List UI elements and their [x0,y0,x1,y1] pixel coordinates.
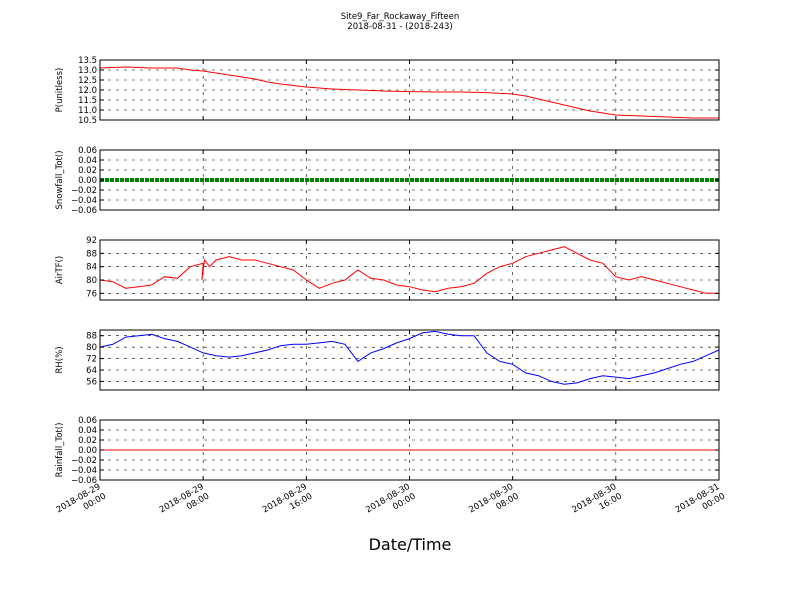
y-tick-label: 13.0 [78,66,97,76]
series-line [99,330,720,385]
series-line [99,66,719,119]
y-tick-label: 88 [86,332,97,342]
panel-2: −0.06−0.04−0.020.000.020.040.06 Snowfall_… [55,146,720,216]
series-line [99,246,719,294]
y-tick-label: −0.02 [71,456,97,466]
y-tick-label: 0.04 [78,156,97,166]
y-tick-label: −0.06 [71,476,97,486]
panel-5: −0.06−0.04−0.020.000.020.040.06 Rainfall_… [55,416,720,486]
figure-subtitle: 2018-08-31 - (2018-243) [347,22,452,32]
y-tick-label: 56 [86,377,97,387]
y-tick-label: 88 [86,249,97,259]
y-tick-label: −0.04 [71,196,97,206]
x-axis-label: Date/Time [369,535,452,554]
figure-title: Site9_Far_Rockaway_Fifteen [341,12,460,22]
y-axis-label: AirTF() [55,256,65,284]
y-tick-label: 0.04 [78,426,97,436]
y-tick-label: 84 [86,263,97,273]
y-tick-label: 11.0 [78,106,97,116]
y-tick-label: 76 [86,289,97,299]
y-tick-label: 64 [86,366,97,376]
y-tick-label: 80 [86,343,97,353]
y-axis-label: Snowfall_Tot() [55,150,65,209]
y-tick-label: 0.06 [78,146,97,156]
y-tick-label: 13.5 [78,56,97,66]
panel-1: 10.511.011.512.012.513.013.5 P(unitless) [55,56,720,126]
y-axis-label: RH(%) [55,346,65,373]
y-tick-label: 12.0 [78,86,97,96]
y-tick-label: 0.02 [78,166,97,176]
y-tick-label: 80 [86,276,97,286]
y-tick-label: −0.06 [71,206,97,216]
y-tick-label: 0.00 [78,176,97,186]
y-tick-label: 72 [86,355,97,365]
y-tick-label: 0.02 [78,436,97,446]
y-tick-label: 0.00 [78,446,97,456]
panel-3: 76 80 84 88 92 AirTF() [55,236,720,301]
y-tick-label: 12.5 [78,76,97,86]
y-tick-label: −0.02 [71,186,97,196]
panels: 10.511.011.512.012.513.013.5 P(unitless) −… [55,56,720,486]
y-tick-label: 0.06 [78,416,97,426]
y-axis-label: P(unitless) [55,68,65,113]
y-tick-label: −0.04 [71,466,97,476]
y-tick-label: 11.5 [78,96,97,106]
y-tick-label: 10.5 [78,116,97,126]
y-tick-label: 92 [86,236,97,246]
y-axis-label: Rainfall_Tot() [55,423,65,478]
